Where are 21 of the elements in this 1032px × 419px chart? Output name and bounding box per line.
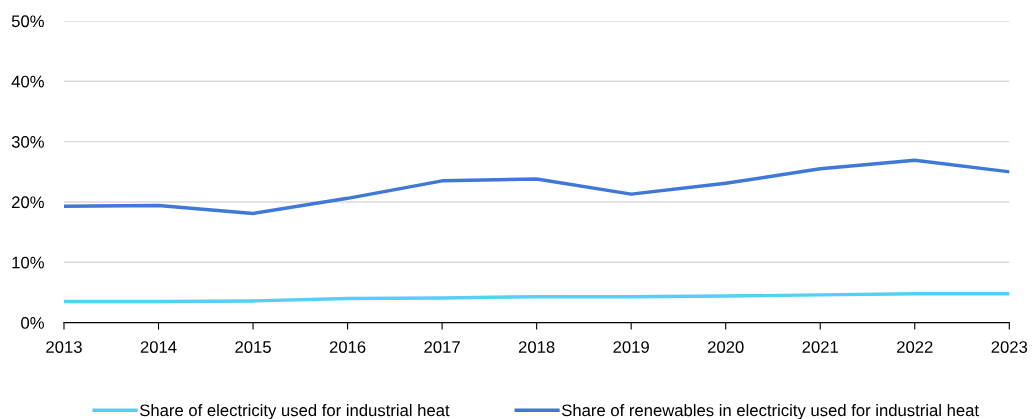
x-tick-label: 2020 — [708, 341, 744, 353]
legend-label: Share of electricity used for industrial heat — [140, 404, 450, 419]
x-tick-label: 2015 — [235, 341, 271, 353]
line-series — [63, 291, 1010, 304]
legend-label: Share of renewables in electricity used for industrial heat — [562, 404, 979, 419]
x-tick-label: 2018 — [518, 341, 555, 353]
y-tick-label: 40% — [11, 75, 44, 88]
y-tick-label: 50% — [11, 15, 44, 28]
x-tick-label: 2017 — [424, 341, 460, 353]
x-tick-label: 2023 — [991, 341, 1028, 353]
x-tick-label: 2016 — [329, 341, 366, 353]
y-tick-label: 0% — [21, 317, 44, 329]
x-tick-label: 2013 — [46, 341, 82, 353]
y-tick-label: 20% — [12, 196, 44, 209]
line-series — [63, 158, 1010, 216]
x-tick-label: 2021 — [802, 341, 838, 353]
x-tick-label: 2022 — [897, 341, 933, 353]
x-tick-label: 2014 — [140, 341, 177, 353]
y-tick-label: 10% — [12, 256, 44, 269]
y-tick-label: 30% — [11, 136, 44, 148]
x-tick-label: 2019 — [613, 341, 649, 353]
